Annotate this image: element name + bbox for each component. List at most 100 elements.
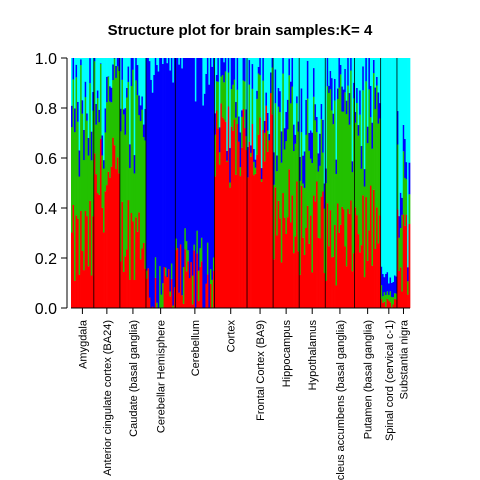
bar-segment-cyan	[351, 58, 354, 162]
bar-segment-blue	[185, 58, 188, 242]
bar-segment-cyan	[251, 58, 254, 65]
bar-segment-cyan	[99, 58, 102, 64]
x-tick-label: Anterior cingulate cortex (BA24)	[102, 320, 114, 476]
bar-segment-blue	[385, 273, 387, 295]
bar-segment-blue	[89, 58, 92, 84]
bar-segment-cyan	[319, 58, 321, 134]
bar-segment-red	[109, 177, 112, 309]
bar-segment-blue	[233, 58, 236, 80]
bar-segment-green	[291, 86, 294, 196]
bar-segment-blue	[345, 100, 348, 115]
bar-segment-cyan	[87, 58, 90, 138]
bar-segment-red	[317, 237, 320, 309]
bar-segment-green	[72, 79, 75, 205]
bar-segment-green	[262, 80, 265, 130]
bar-segment-green	[342, 111, 345, 210]
bar-segment-red	[78, 274, 81, 309]
bar-segment-blue	[294, 134, 297, 144]
bar-segment-red	[300, 185, 303, 309]
bar-segment-green	[386, 291, 389, 299]
bar-segment-blue	[178, 64, 181, 293]
bar-segment-cyan	[84, 58, 87, 82]
bar-segment-blue	[141, 96, 144, 110]
bar-segment-cyan	[389, 58, 392, 278]
bar-segment-green	[407, 281, 409, 295]
bar-segment-blue	[170, 58, 173, 264]
bar-segment-red	[363, 277, 366, 309]
bar-segment-red	[173, 287, 176, 309]
bar-segment-red	[196, 253, 199, 309]
bar-segment-cyan	[399, 58, 402, 193]
bar-segment-red	[408, 223, 411, 309]
bar-segment-blue	[112, 64, 115, 81]
bar-segment-blue	[356, 87, 358, 103]
bar-segment-blue	[71, 105, 73, 128]
bar-segment-cyan	[297, 58, 300, 122]
bar-segment-green	[274, 103, 277, 188]
bar-segment-cyan	[394, 58, 396, 276]
bar-segment-blue	[104, 108, 107, 133]
bar-segment-cyan	[215, 58, 218, 75]
bar-segment-blue	[288, 58, 291, 76]
bar-segment-blue	[92, 91, 95, 111]
bar-segment-cyan	[211, 58, 214, 67]
x-axis: Amygdala Anterior cingulate cortex (BA24)…	[71, 307, 410, 480]
bar-segment-cyan	[133, 58, 136, 156]
bar-segment-red	[283, 217, 286, 309]
bar-segment-blue	[209, 58, 212, 270]
bar-segment-cyan	[320, 58, 323, 104]
bar-segment-red	[96, 193, 99, 309]
bar-segment-green	[136, 95, 139, 232]
bar-segment-red	[104, 191, 107, 309]
bars-group	[71, 58, 411, 309]
bar-segment-red	[374, 248, 377, 309]
bar-segment-red	[167, 269, 170, 309]
bar-segment-blue	[366, 126, 369, 144]
bar-segment-green	[266, 130, 269, 152]
bar-segment-green	[296, 103, 298, 182]
bar-segment-green	[329, 89, 332, 211]
bar-segment-red	[154, 277, 157, 309]
x-tick-label: Hypothalamus	[307, 320, 319, 391]
bar-segment-red	[280, 262, 283, 309]
bar-segment-red	[151, 306, 154, 309]
bar-segment-blue	[157, 71, 160, 309]
bar-segment-blue	[142, 124, 145, 138]
bar-segment-green	[209, 269, 212, 284]
y-tick-label: 0.6	[35, 151, 57, 168]
bar-segment-blue	[289, 81, 292, 104]
bar-segment-red	[185, 271, 188, 309]
bar-segment-blue	[116, 58, 119, 67]
bar-segment-red	[193, 250, 196, 309]
bar-segment-blue	[309, 130, 312, 159]
bar-segment-green	[122, 114, 125, 272]
bar-segment-green	[215, 81, 218, 111]
bar-segment-red	[306, 205, 309, 309]
bar-segment-red	[303, 254, 306, 309]
bar-segment-blue	[200, 58, 203, 238]
bar-segment-cyan	[103, 58, 105, 161]
bar-segment-blue	[398, 216, 401, 238]
bar-segment-red	[331, 257, 333, 309]
bar-segment-blue	[130, 58, 133, 87]
bar-segment-blue	[145, 58, 148, 271]
bar-segment-blue	[283, 128, 286, 150]
bar-segment-red	[129, 279, 131, 309]
bar-segment-red	[103, 232, 105, 309]
bar-segment-green	[356, 102, 358, 216]
bar-segment-green	[369, 117, 372, 186]
bar-segment-green	[169, 291, 172, 297]
bar-segment-blue	[271, 58, 274, 68]
bar-segment-red	[329, 210, 332, 309]
x-tick-label: Putamen (basal ganglia)	[363, 320, 375, 439]
bar-segment-green	[254, 167, 257, 174]
bar-segment-blue	[238, 116, 240, 142]
bar-segment-cyan	[218, 58, 221, 128]
bar-segment-green	[211, 279, 214, 309]
bar-segment-green	[293, 150, 295, 254]
bar-segment-green	[81, 113, 84, 252]
bar-segment-red	[347, 208, 350, 309]
bar-segment-green	[326, 86, 329, 204]
bar-segment-blue	[386, 272, 389, 292]
bar-segment-red	[200, 261, 203, 309]
